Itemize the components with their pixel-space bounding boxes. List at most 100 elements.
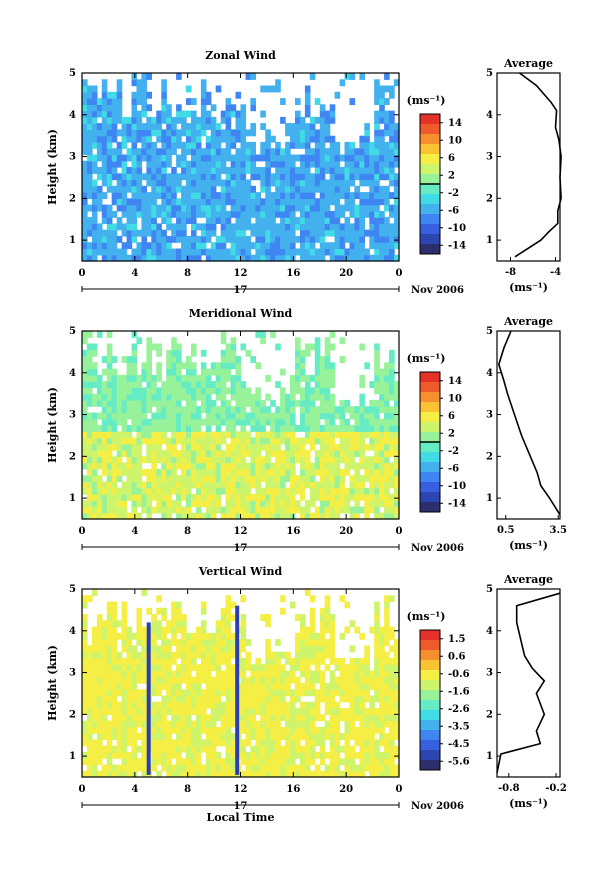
- profile-frame: [496, 330, 561, 520]
- heatmap-cell: [280, 431, 286, 439]
- heatmap-cell: [324, 462, 331, 470]
- heatmap-cell: [304, 110, 311, 118]
- heatmap-cell: [141, 173, 147, 181]
- heatmap-cell: [265, 620, 271, 628]
- heatmap-cell: [290, 751, 296, 759]
- heatmap-cell: [191, 362, 197, 370]
- heatmap-cell: [354, 406, 360, 414]
- heatmap-cell: [304, 185, 311, 193]
- heatmap-cell: [82, 192, 88, 199]
- heatmap-cell: [309, 412, 316, 420]
- heatmap-cell: [116, 85, 123, 93]
- heatmap-cell: [111, 229, 118, 237]
- y-tick-label: 3: [69, 410, 76, 421]
- heatmap-cell: [369, 733, 375, 740]
- heatmap-cell: [121, 443, 128, 451]
- heatmap-cell: [146, 506, 152, 514]
- heatmap-cell: [374, 374, 380, 382]
- heatmap-cell: [290, 123, 296, 130]
- heatmap-cell: [275, 462, 281, 470]
- heatmap-cell: [394, 192, 400, 199]
- heatmap-cell: [205, 758, 212, 766]
- heatmap-cell: [225, 601, 232, 609]
- heatmap-cell: [186, 512, 192, 520]
- heatmap-cell: [344, 235, 351, 243]
- heatmap-cell: [250, 500, 256, 508]
- heatmap-cell: [205, 651, 212, 659]
- heatmap-cell: [96, 695, 103, 703]
- heatmap-cell: [121, 129, 128, 137]
- heatmap-cell: [205, 745, 212, 753]
- heatmap-cell: [285, 751, 291, 759]
- heatmap-cell: [96, 745, 103, 753]
- heatmap-cell: [210, 148, 217, 156]
- heatmap-cell: [225, 98, 232, 105]
- heatmap-cell: [126, 123, 133, 130]
- heatmap-cell: [280, 229, 286, 237]
- heatmap-cell: [176, 235, 182, 243]
- heatmap-cell: [171, 607, 177, 615]
- heatmap-cell: [319, 242, 326, 250]
- heatmap-cell: [334, 726, 341, 734]
- x-axis-label: Local Time: [207, 811, 275, 824]
- heatmap-cell: [374, 695, 380, 703]
- heatmap-cell: [319, 210, 326, 218]
- heatmap-cell: [304, 412, 311, 420]
- heatmap-cell: [319, 487, 326, 495]
- heatmap-cell: [200, 349, 207, 357]
- heatmap-cell: [364, 141, 370, 149]
- heatmap-cell: [121, 689, 128, 697]
- heatmap-cell: [176, 116, 182, 124]
- heatmap-cell: [349, 248, 356, 256]
- heatmap-cell: [359, 412, 365, 420]
- heatmap-cell: [136, 85, 143, 93]
- heatmap-cell: [186, 500, 192, 508]
- heatmap-cell: [384, 620, 390, 628]
- heatmap-cell: [324, 493, 331, 501]
- heatmap-cell: [329, 689, 336, 697]
- heatmap-cell: [181, 374, 187, 382]
- heatmap-cell: [176, 462, 182, 470]
- heatmap-cell: [141, 235, 147, 243]
- heatmap-cell: [141, 73, 147, 80]
- heatmap-cell: [384, 651, 390, 659]
- heatmap-cell: [245, 733, 252, 740]
- profile-y-tick-label: 5: [486, 584, 493, 595]
- heatmap-cell: [161, 129, 167, 137]
- heatmap-cell: [230, 751, 237, 759]
- heatmap-cell: [354, 493, 360, 501]
- heatmap-cell: [151, 167, 157, 174]
- heatmap-cell: [240, 506, 247, 514]
- heatmap-cell: [235, 154, 242, 162]
- heatmap-cell: [304, 217, 311, 224]
- heatmap-cell: [215, 657, 222, 665]
- heatmap-cell: [384, 116, 390, 124]
- heatmap-cell: [359, 739, 365, 747]
- heatmap-cell: [255, 331, 261, 338]
- heatmap-cell: [389, 493, 395, 501]
- heatmap-cell: [186, 173, 192, 181]
- heatmap-cell: [210, 406, 217, 414]
- heatmap-cell: [319, 437, 326, 445]
- heatmap-cell: [166, 217, 172, 224]
- heatmap-cell: [151, 664, 157, 672]
- heatmap-cell: [329, 695, 336, 703]
- heatmap-cell: [195, 148, 202, 156]
- heatmap-cell: [91, 689, 98, 697]
- heatmap-cell: [195, 468, 202, 476]
- heatmap-cell: [260, 406, 266, 414]
- heatmap-cell: [87, 412, 93, 420]
- heatmap-cell: [191, 368, 197, 376]
- heatmap-cell: [270, 751, 276, 759]
- heatmap-cell: [245, 129, 252, 137]
- heatmap-cell: [116, 468, 123, 476]
- heatmap-cell: [205, 148, 212, 156]
- heatmap-cell: [205, 720, 212, 728]
- heatmap-cell: [191, 110, 197, 118]
- heatmap-cell: [121, 381, 128, 388]
- heatmap-cell: [235, 362, 242, 370]
- heatmap-cell: [364, 160, 370, 168]
- heatmap-cell: [324, 770, 331, 778]
- heatmap-cell: [245, 210, 252, 218]
- heatmap-cell: [379, 487, 385, 495]
